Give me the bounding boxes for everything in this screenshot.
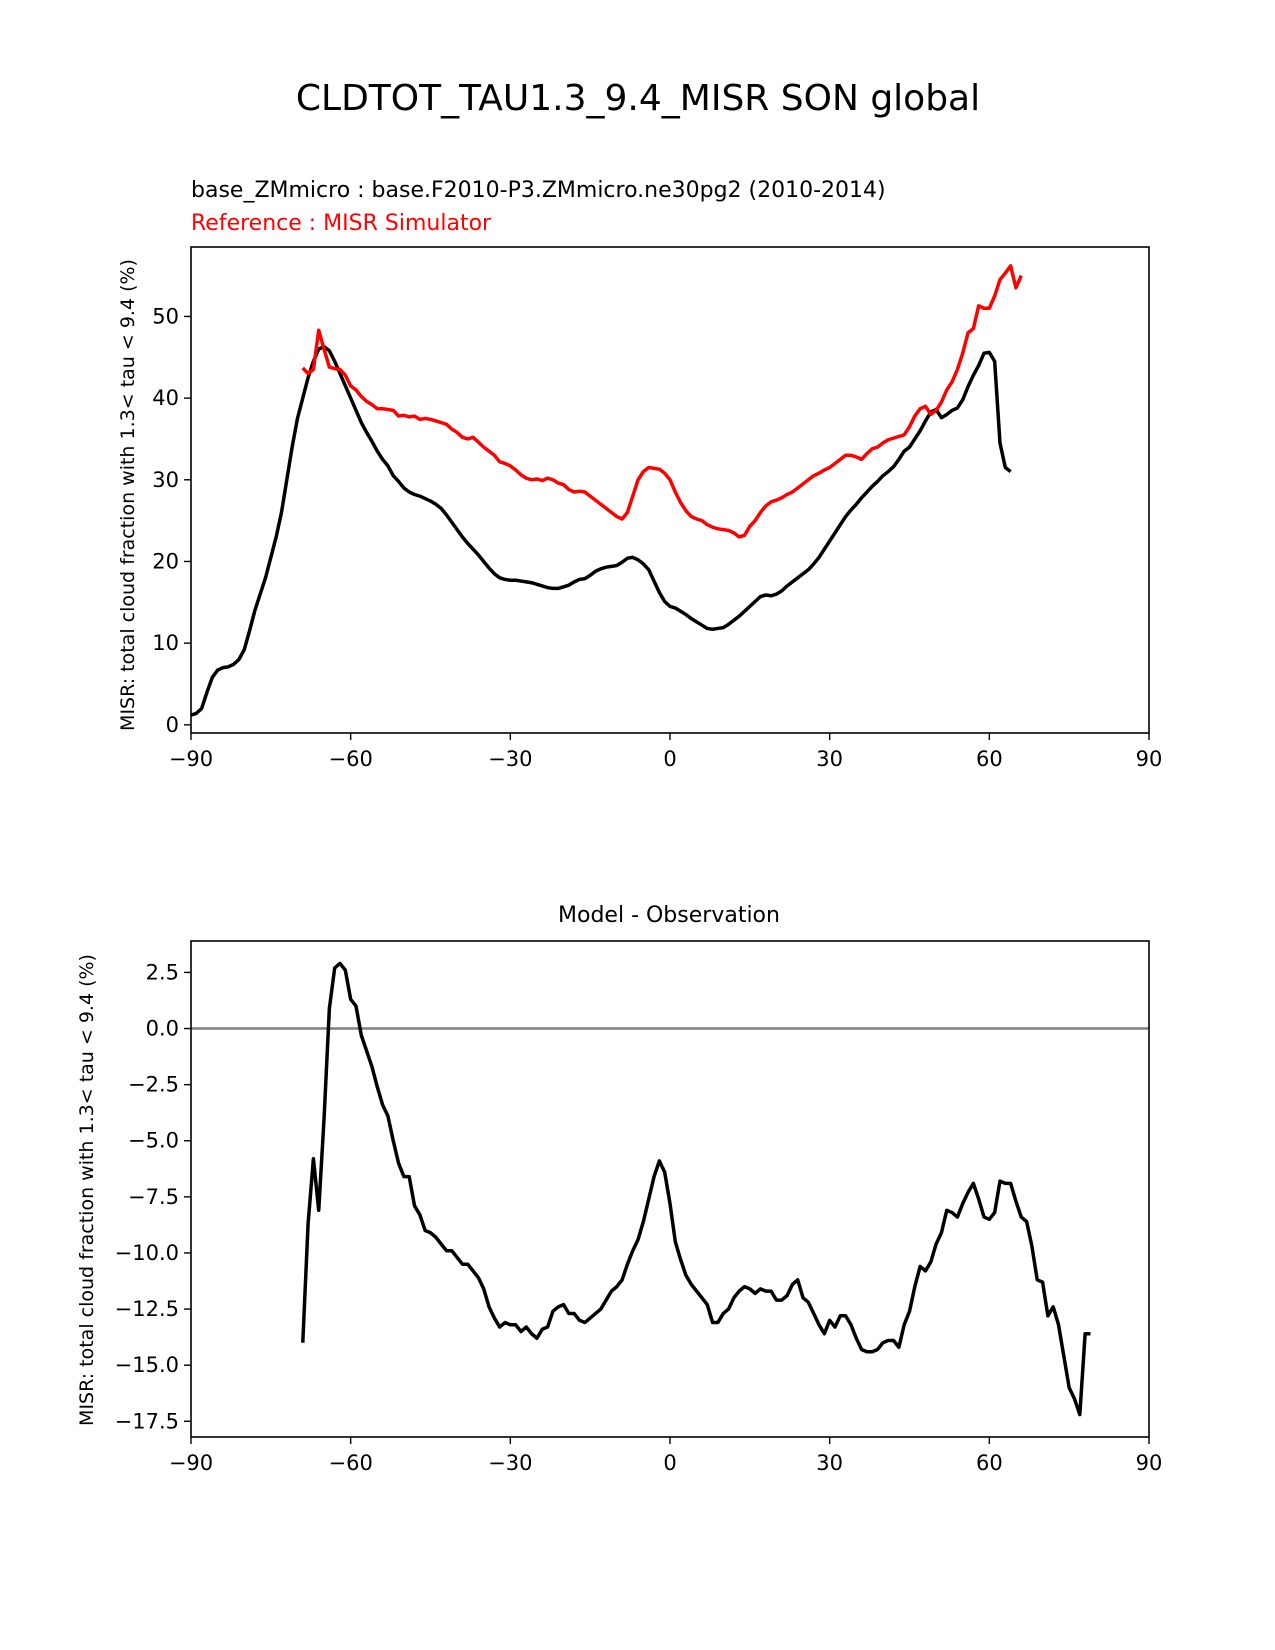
top-panel-xtick-label: 0 xyxy=(663,747,676,771)
top-panel-ytick-label: 20 xyxy=(152,549,179,573)
bottom-panel-ytick-label: −15.0 xyxy=(115,1353,179,1377)
bottom-panel: Model - Observation MISR: total cloud fr… xyxy=(76,903,1162,1475)
top-panel-xtick-label: −60 xyxy=(329,747,373,771)
bottom-panel-ytick-label: −10.0 xyxy=(115,1241,179,1265)
bottom-panel-ytick-label: −7.5 xyxy=(128,1185,179,1209)
top-panel: base_ZMmicro : base.F2010-P3.ZMmicro.ne3… xyxy=(117,178,1162,771)
top-panel-ytick-label: 50 xyxy=(152,304,179,328)
bottom-panel-xtick-label: −90 xyxy=(169,1451,213,1475)
top-panel-ytick-label: 10 xyxy=(152,631,179,655)
bottom-panel-ytick-label: −2.5 xyxy=(128,1073,179,1097)
top-panel-xtick-label: 60 xyxy=(976,747,1003,771)
top-panel-xtick-label: 90 xyxy=(1136,747,1163,771)
top-panel-series-reference-line xyxy=(301,264,1023,539)
bottom-panel-xtick-label: 90 xyxy=(1136,1451,1163,1475)
bottom-panel-title: Model - Observation xyxy=(558,903,780,928)
top-panel-title-line2: Reference : MISR Simulator xyxy=(191,211,492,236)
bottom-panel-ytick-label: 2.5 xyxy=(146,960,179,984)
bottom-panel-ytick-label: −17.5 xyxy=(115,1409,179,1433)
top-panel-series-model-line xyxy=(190,344,1012,717)
bottom-panel-xtick-label: −60 xyxy=(329,1451,373,1475)
bottom-panel-ytick-label: 0.0 xyxy=(146,1017,179,1041)
top-panel-xtick-label: −30 xyxy=(488,747,532,771)
top-panel-ylabel: MISR: total cloud fraction with 1.3< tau… xyxy=(117,259,139,731)
bottom-panel-xtick-label: −30 xyxy=(488,1451,532,1475)
top-panel-ytick-label: 0 xyxy=(166,713,179,737)
bottom-panel-xtick-label: 0 xyxy=(663,1451,676,1475)
top-panel-xtick-label: −90 xyxy=(169,747,213,771)
top-panel-xtick-label: 30 xyxy=(816,747,843,771)
bottom-panel-series-model-line xyxy=(301,961,1091,1417)
top-panel-ytick-label: 30 xyxy=(152,468,179,492)
top-panel-title-line1: base_ZMmicro : base.F2010-P3.ZMmicro.ne3… xyxy=(191,178,886,203)
top-panel-ytick-label: 40 xyxy=(152,386,179,410)
bottom-panel-xtick-label: 60 xyxy=(976,1451,1003,1475)
bottom-panel-ytick-label: −12.5 xyxy=(115,1297,179,1321)
figure-title: CLDTOT_TAU1.3_9.4_MISR SON global xyxy=(296,78,980,119)
bottom-panel-ylabel: MISR: total cloud fraction with 1.3< tau… xyxy=(76,954,98,1426)
bottom-panel-xtick-label: 30 xyxy=(816,1451,843,1475)
bottom-panel-ytick-label: −5.0 xyxy=(128,1129,179,1153)
top-panel-plot-area: −90 −60 −30 0 30 60 90 0 10 20 30 40 50 xyxy=(152,246,1163,771)
bottom-panel-plot-area: −90 −60 −30 0 30 60 90 2.5 0.0 −2.5 −5.0 −7.5 −10.0 −… xyxy=(115,940,1163,1475)
